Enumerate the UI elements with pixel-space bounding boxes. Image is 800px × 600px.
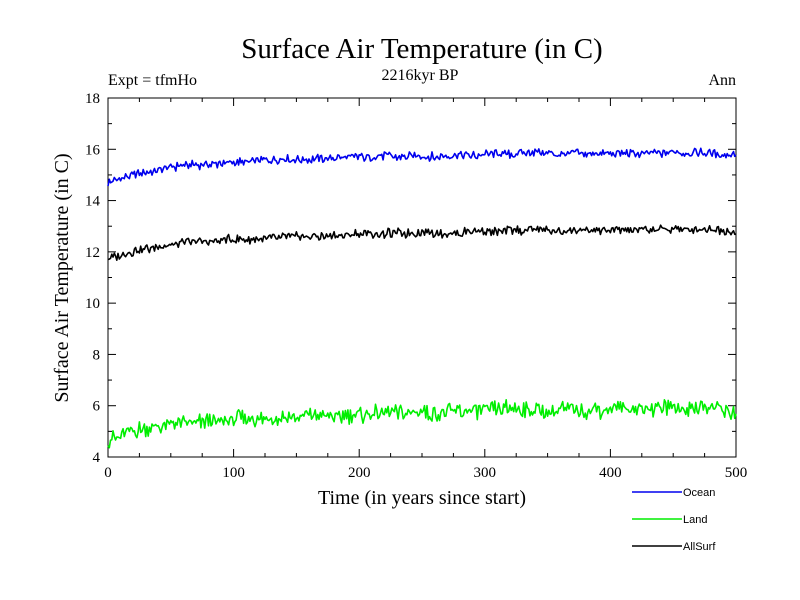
y-tick-label: 10 — [85, 296, 100, 312]
y-tick-label: 18 — [85, 91, 100, 107]
series-line-ocean — [107, 147, 737, 187]
x-tick-label: 300 — [474, 465, 497, 481]
x-tick-label: 200 — [348, 465, 371, 481]
series-line-land — [107, 398, 737, 449]
x-axis-label: Time (in years since start) — [318, 487, 526, 509]
experiment-label: Expt = tfmHo — [108, 72, 197, 89]
x-tick-label: 500 — [725, 465, 748, 481]
legend-label-ocean: Ocean — [683, 487, 715, 499]
y-tick-label: 6 — [93, 399, 101, 415]
season-label: Ann — [708, 72, 736, 89]
chart-title: Surface Air Temperature (in C) — [241, 33, 602, 65]
legend: Ocean Land AllSurf — [632, 487, 716, 553]
legend-label-land: Land — [683, 514, 707, 526]
series-line-allsurf — [107, 224, 737, 262]
x-tick-label: 100 — [222, 465, 245, 481]
plot-area: 0 100 200 300 400 500 4 6 8 10 12 14 16 18 — [85, 91, 747, 481]
y-tick-label: 12 — [85, 245, 100, 261]
y-axis-label: Surface Air Temperature (in C) — [51, 153, 73, 402]
chart-subtitle: 2216kyr BP — [382, 67, 459, 84]
y-tick-label: 4 — [93, 450, 101, 466]
x-tick-label: 0 — [104, 465, 112, 481]
y-tick-label: 14 — [85, 194, 101, 210]
y-tick-label: 16 — [85, 142, 101, 158]
y-tick-label: 8 — [93, 347, 101, 363]
legend-label-allsurf: AllSurf — [683, 541, 716, 553]
x-tick-label: 400 — [599, 465, 622, 481]
